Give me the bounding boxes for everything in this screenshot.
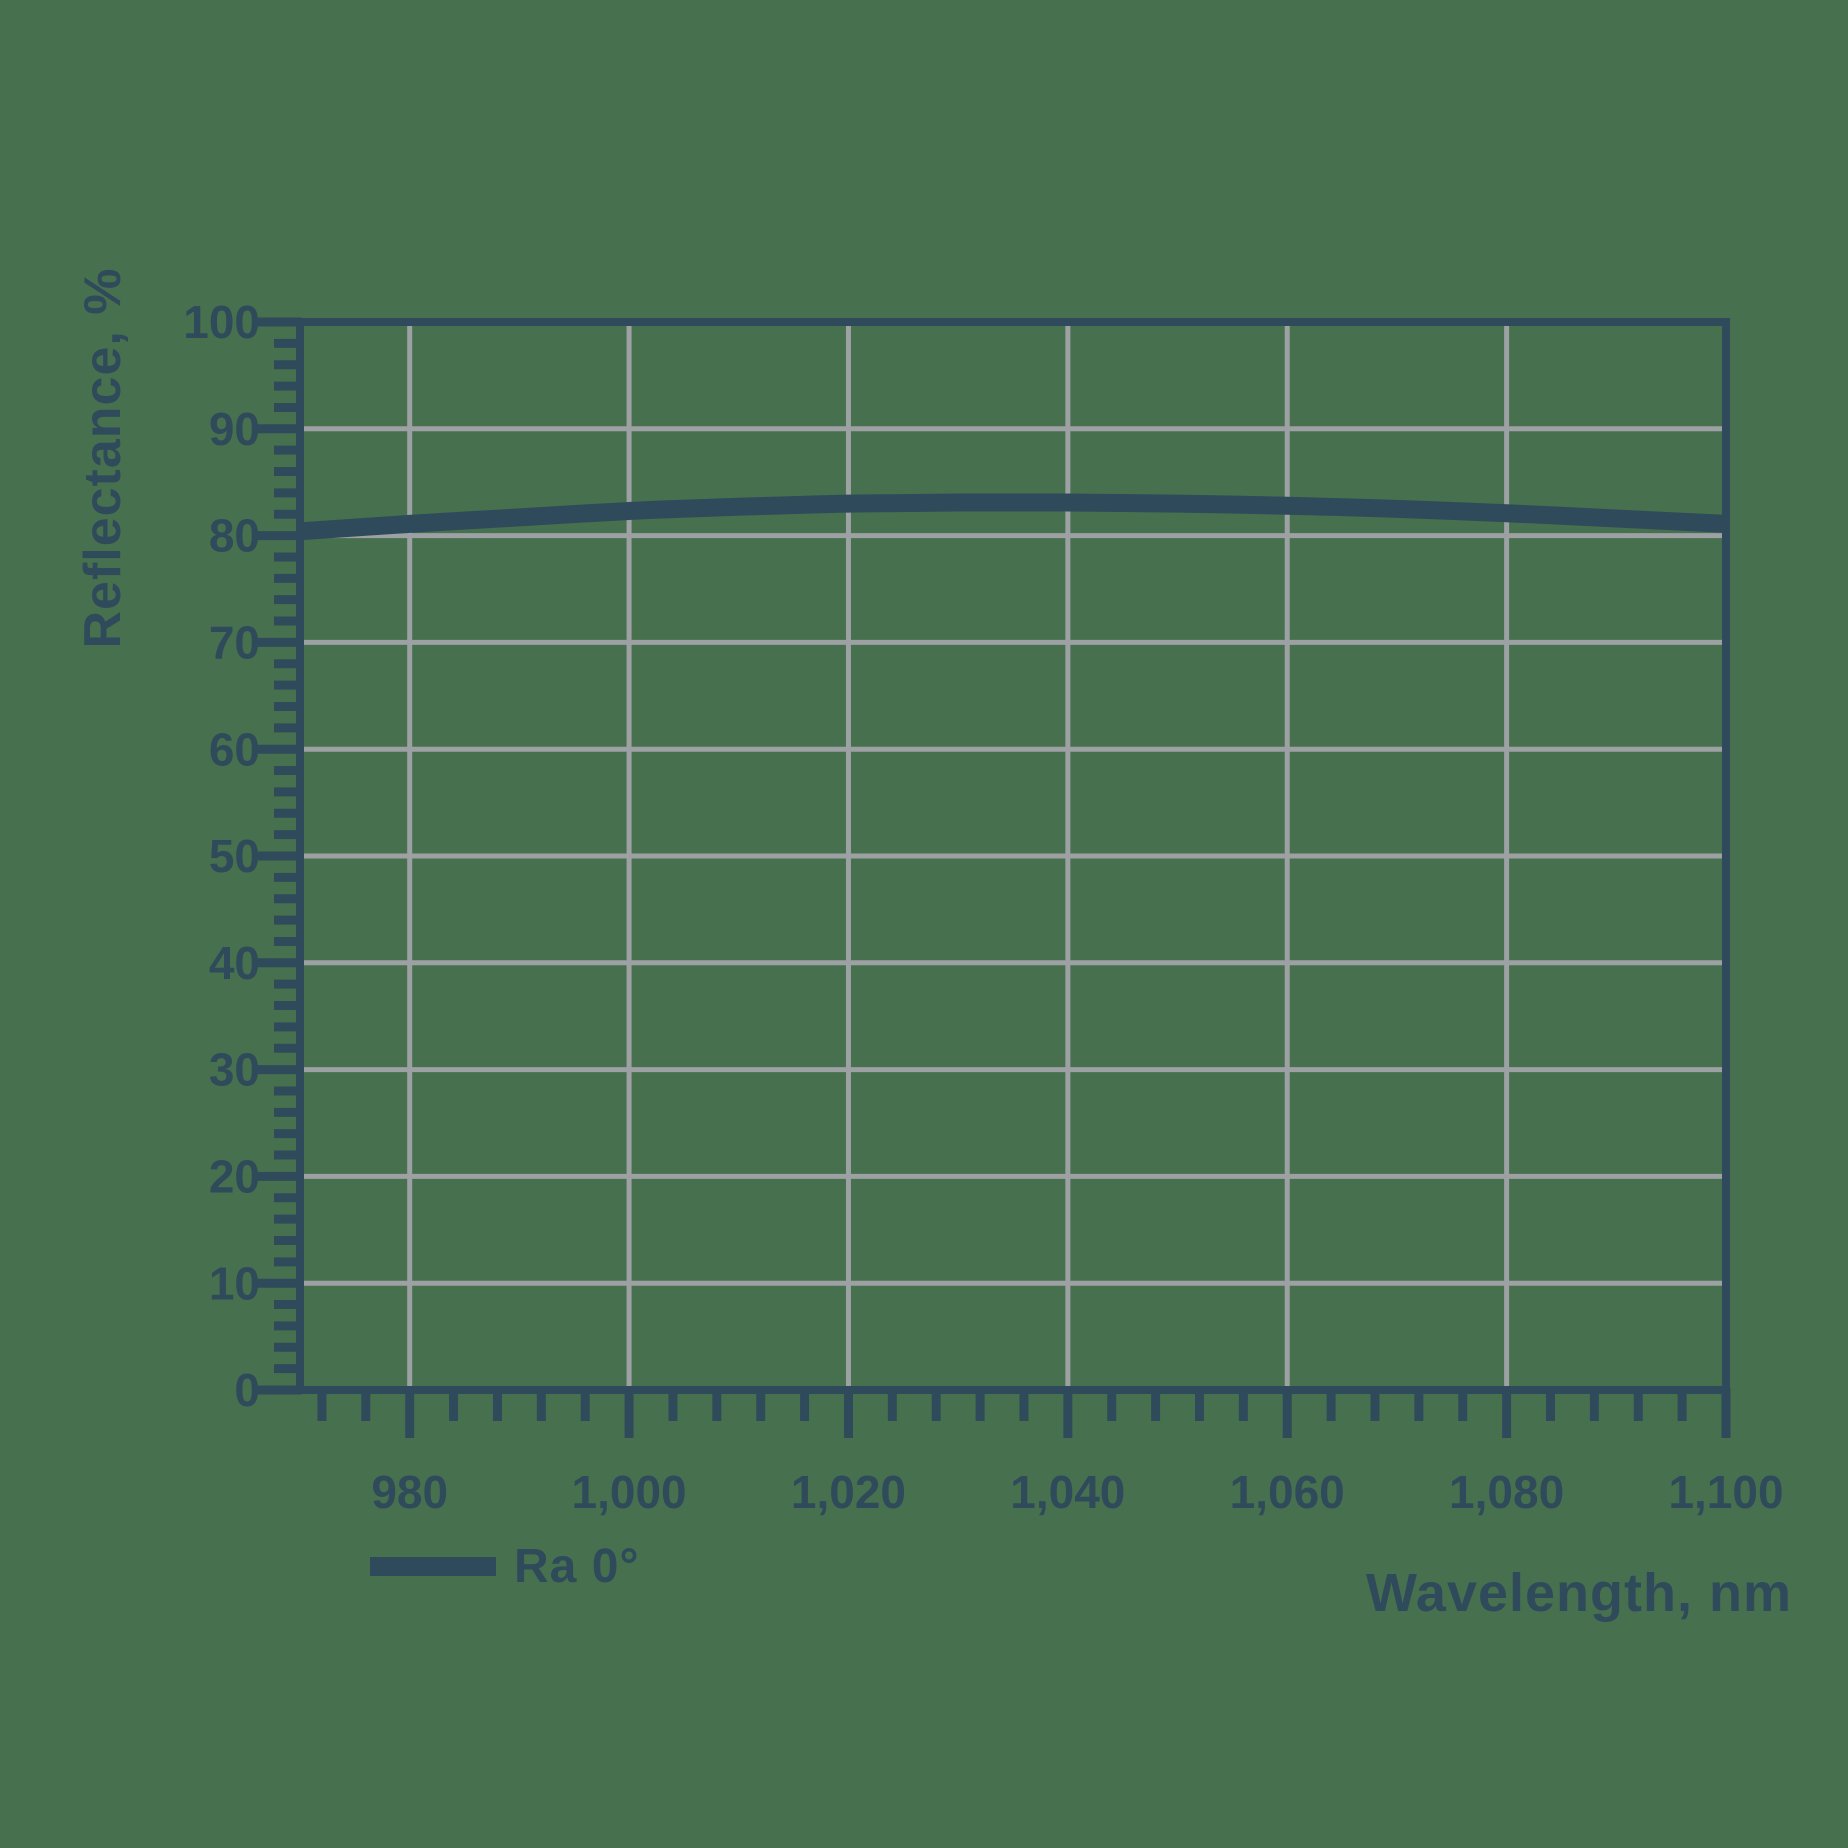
y-tick-label: 0	[234, 1364, 260, 1416]
legend-line-swatch	[370, 1556, 496, 1576]
y-tick-label: 70	[209, 617, 260, 669]
y-tick-label: 20	[209, 1151, 260, 1203]
y-tick-label: 40	[209, 937, 260, 989]
legend-label: Ra 0°	[514, 1539, 640, 1593]
y-tick-label: 90	[209, 403, 260, 455]
series-line-ra-0	[299, 493, 1727, 541]
y-tick-label: 60	[209, 723, 260, 775]
legend: Ra 0°	[370, 1534, 640, 1598]
x-tick-label: 1,080	[1449, 1466, 1564, 1518]
x-tick-label: 1,060	[1230, 1466, 1345, 1518]
x-tick-label: 980	[371, 1466, 448, 1518]
x-tick-label: 1,000	[572, 1466, 687, 1518]
y-tick-label: 80	[209, 510, 260, 562]
x-tick-label: 1,100	[1668, 1466, 1783, 1518]
x-axis-title: Wavelength, nm	[1365, 1563, 1792, 1623]
x-tick-label: 1,040	[1010, 1466, 1125, 1518]
y-tick-label: 10	[209, 1257, 260, 1309]
y-tick-label: 50	[209, 830, 260, 882]
y-axis-title: Reflectance, %	[74, 267, 132, 649]
y-tick-label: 30	[209, 1044, 260, 1096]
x-tick-label: 1,020	[791, 1466, 906, 1518]
y-tick-label: 100	[183, 296, 260, 348]
